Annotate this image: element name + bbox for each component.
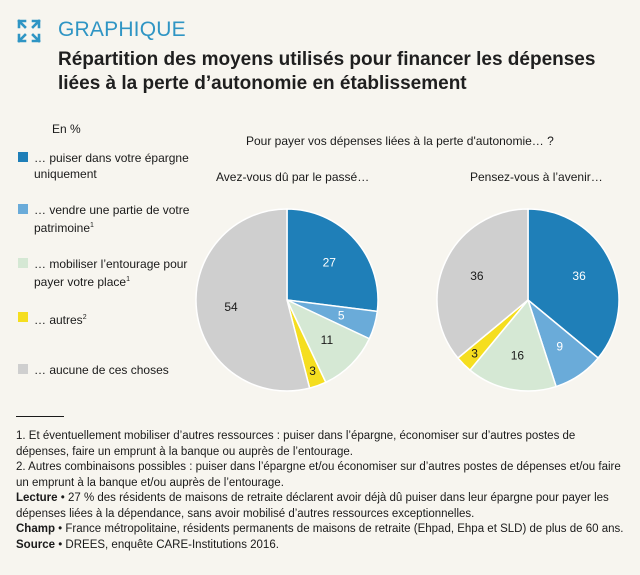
pie-label-autres-passe: 3 [309, 364, 316, 378]
legend-label: … autres [34, 313, 83, 327]
legend-swatch [18, 152, 28, 162]
pie-title-avenir: Pensez-vous à l’avenir… [470, 170, 603, 184]
pie-charts: 27 5 11 3 54 36 9 16 3 36 [195, 208, 620, 392]
pie-label-patrimoine-avenir: 9 [556, 340, 563, 354]
legend-footnote: 1 [90, 222, 94, 229]
footnotes: 1. Et éventuellement mobiliser d’autres … [16, 416, 628, 553]
chart-kicker: GRAPHIQUE [58, 18, 186, 41]
pie-title-passe: Avez-vous dû par le passé… [216, 170, 370, 184]
legend-swatch [18, 204, 28, 214]
pie-label-entourage-avenir: 16 [511, 348, 525, 362]
pie-slice-aucune-passe [195, 208, 311, 392]
champ-note: Champ • France métropolitaine, résidents… [16, 523, 624, 535]
legend-label: … mobiliser l’entourage pour payer votre… [34, 257, 188, 289]
footnote-1: 1. Et éventuellement mobiliser d’autres … [16, 430, 576, 458]
legend-label: … vendre une partie de votre patrimoine [34, 203, 190, 235]
expand-icon[interactable] [16, 18, 42, 44]
pie-label-aucune-avenir: 36 [470, 269, 484, 283]
legend-swatch [18, 258, 28, 268]
pie-label-epargne-passe: 27 [323, 256, 337, 270]
pie-slice-epargne-passe [286, 208, 379, 313]
legend-footnote: 2 [82, 314, 87, 321]
footnote-rule [16, 416, 64, 417]
unit-label: En % [52, 122, 81, 136]
chart-title: Répartition des moyens utilisés pour fin… [58, 49, 596, 94]
footnote-2: 2. Autres combinaisons possibles : puise… [16, 461, 621, 489]
legend-swatch [18, 312, 28, 322]
pie-slice-entourage-avenir [468, 298, 558, 392]
pie-label-aucune-passe: 54 [224, 300, 238, 314]
pie-slice-aucune-avenir [436, 208, 529, 360]
pie-slice-epargne-avenir [527, 208, 620, 360]
pie-label-entourage-passe: 11 [321, 333, 334, 347]
lecture-note: Lecture • 27 % des résidents de maisons … [16, 492, 609, 520]
pie-label-epargne-avenir: 36 [572, 269, 586, 283]
pie-label-autres-avenir: 3 [471, 346, 478, 360]
chart-question: Pour payer vos dépenses liées à la perte… [246, 134, 554, 148]
legend-swatch [18, 364, 28, 374]
legend-footnote: 1 [126, 276, 130, 283]
legend-label: … aucune de ces choses [34, 363, 169, 377]
source-note: Source • DREES, enquête CARE-Institution… [16, 538, 279, 551]
legend-label: … puiser dans votre épargne uniquement [34, 151, 189, 181]
pie-label-patrimoine-passe: 5 [338, 309, 345, 323]
